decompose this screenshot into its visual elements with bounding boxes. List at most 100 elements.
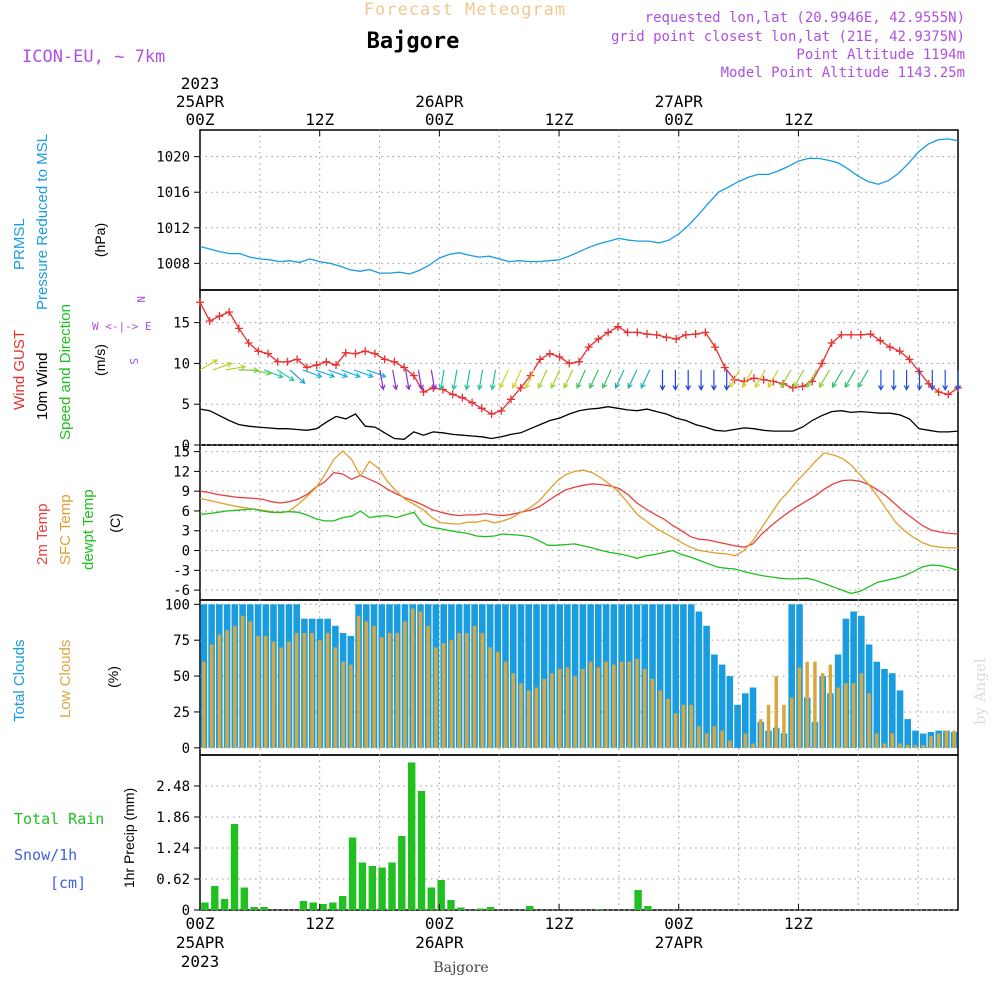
gust-marker <box>672 334 681 343</box>
clouds-bar-low-clouds <box>890 733 894 748</box>
clouds-bar-total-clouds <box>533 604 540 748</box>
clouds-bar-total-clouds <box>649 604 656 748</box>
low-clouds-label: Low Clouds <box>57 640 74 718</box>
precipitation-bar-total-rain <box>476 908 485 910</box>
wind-direction-arrow <box>366 369 387 379</box>
precipitation-bar-total-rain <box>348 837 357 910</box>
precipitation-bar-total-rain <box>201 902 209 910</box>
clouds-bar-low-clouds <box>372 625 376 748</box>
model-altitude: Model Point Altitude 1143.25m <box>721 65 965 81</box>
precipitation-bar-total-rain <box>417 791 426 910</box>
wind-speed-dir-label: Speed and Direction <box>57 304 74 440</box>
gust-marker <box>798 382 807 391</box>
clouds-bar-total-clouds <box>680 604 687 748</box>
clouds-bar-low-clouds <box>411 608 415 748</box>
clouds-bar-low-clouds <box>751 743 755 748</box>
clouds-bar-low-clouds <box>666 699 670 748</box>
wind-direction-arrow <box>353 369 374 379</box>
gust-marker <box>633 328 642 337</box>
top-time-label: 27APR <box>655 92 704 111</box>
gust-marker <box>264 349 273 358</box>
pressure-series-prmsl <box>199 138 959 275</box>
clouds-bar-low-clouds <box>604 661 608 748</box>
gust-marker <box>924 379 933 388</box>
precip-unit: 1hr Precip (mm) <box>121 788 137 888</box>
precipitation-bar-total-rain <box>447 900 455 910</box>
gust-marker <box>400 363 409 372</box>
gust-marker <box>506 395 515 404</box>
snow-label: Snow/1h <box>14 846 77 864</box>
clouds-bar-low-clouds <box>805 661 809 748</box>
gust-marker <box>477 404 486 413</box>
wind-direction-arrow <box>511 369 522 390</box>
pressure-ytick-label: 1020 <box>156 150 190 166</box>
gust-marker <box>409 371 418 380</box>
gust-marker <box>885 343 894 352</box>
clouds-bar-low-clouds <box>248 621 252 748</box>
wind-ytick-label: 5 <box>182 397 190 413</box>
gust-marker <box>536 355 545 364</box>
wind-direction-arrow <box>263 369 284 379</box>
clouds-ytick-label: 0 <box>182 741 190 757</box>
clouds-bar-low-clouds <box>341 661 345 748</box>
top-time-label: 00Z <box>425 110 454 129</box>
clouds-bar-low-clouds <box>233 625 237 748</box>
point-altitude: Point Altitude 1194m <box>796 47 965 63</box>
top-time-label: 00Z <box>664 110 693 129</box>
clouds-bar-low-clouds <box>310 633 314 748</box>
clouds-bar-low-clouds <box>743 733 748 748</box>
bottom-time-label: 25APR <box>176 933 225 952</box>
wind-direction-arrow <box>659 369 666 391</box>
clouds-bar-low-clouds <box>774 676 778 748</box>
wind-direction-arrow <box>614 369 625 390</box>
clouds-bar-total-clouds <box>517 604 525 748</box>
bottom-time-label: 12Z <box>305 914 334 933</box>
gust-marker <box>711 343 720 352</box>
precipitation-bar-total-rain <box>388 862 396 910</box>
wind-frame <box>199 289 959 446</box>
gust-marker <box>497 406 506 415</box>
gust-marker <box>312 361 321 370</box>
wind-direction-arrow <box>857 369 869 389</box>
gust-marker <box>487 410 496 418</box>
gust-marker <box>302 363 311 372</box>
precipitation-bar-total-rain <box>250 907 258 910</box>
clouds-bar-total-clouds <box>881 668 888 748</box>
gust-marker <box>895 347 904 356</box>
clouds-bar-low-clouds <box>511 673 515 748</box>
pressure-frame <box>199 129 959 291</box>
gust-marker <box>225 308 234 317</box>
clouds-bar-low-clouds <box>921 745 925 748</box>
wind-direction-arrow <box>405 369 412 391</box>
gust-marker <box>419 387 428 396</box>
clouds-bar-low-clouds <box>325 633 330 748</box>
clouds-bar-low-clouds <box>503 661 508 748</box>
wind-direction-arrow <box>392 369 399 391</box>
temperature-ytick-label: 15 <box>173 445 190 461</box>
clouds-bar-total-clouds <box>734 704 741 748</box>
clouds-bar-total-clouds <box>718 664 726 748</box>
gust-marker <box>322 357 331 366</box>
clouds-bar-low-clouds <box>813 661 817 748</box>
clouds-bar-low-clouds <box>364 621 369 748</box>
wind-direction-arrow <box>844 369 856 389</box>
bottom-time-label: 12Z <box>784 914 813 933</box>
wind-ytick-label: 15 <box>173 316 190 332</box>
clouds-bar-low-clouds <box>851 683 856 748</box>
wind-direction-arrow <box>379 369 386 391</box>
bottom-time-label: 12Z <box>545 914 574 933</box>
clouds-bar-low-clouds <box>403 621 407 748</box>
clouds-bar-low-clouds <box>256 635 260 748</box>
gust-marker <box>827 339 836 348</box>
temp-unit: (C) <box>107 513 123 532</box>
precipitation-bar-total-rain <box>368 866 376 910</box>
clouds-bar-low-clouds <box>287 641 291 748</box>
precipitation-bar-total-rain <box>398 836 406 910</box>
clouds-bar-low-clouds <box>836 687 840 748</box>
clouds-ytick-label: 25 <box>173 705 190 721</box>
clouds-bar-low-clouds <box>527 690 531 748</box>
wind-direction-arrow <box>955 369 961 391</box>
gust-marker <box>448 390 457 399</box>
pressure-label-long: Pressure Reduced to MSL <box>34 134 51 310</box>
clouds-bar-low-clouds <box>465 633 469 748</box>
